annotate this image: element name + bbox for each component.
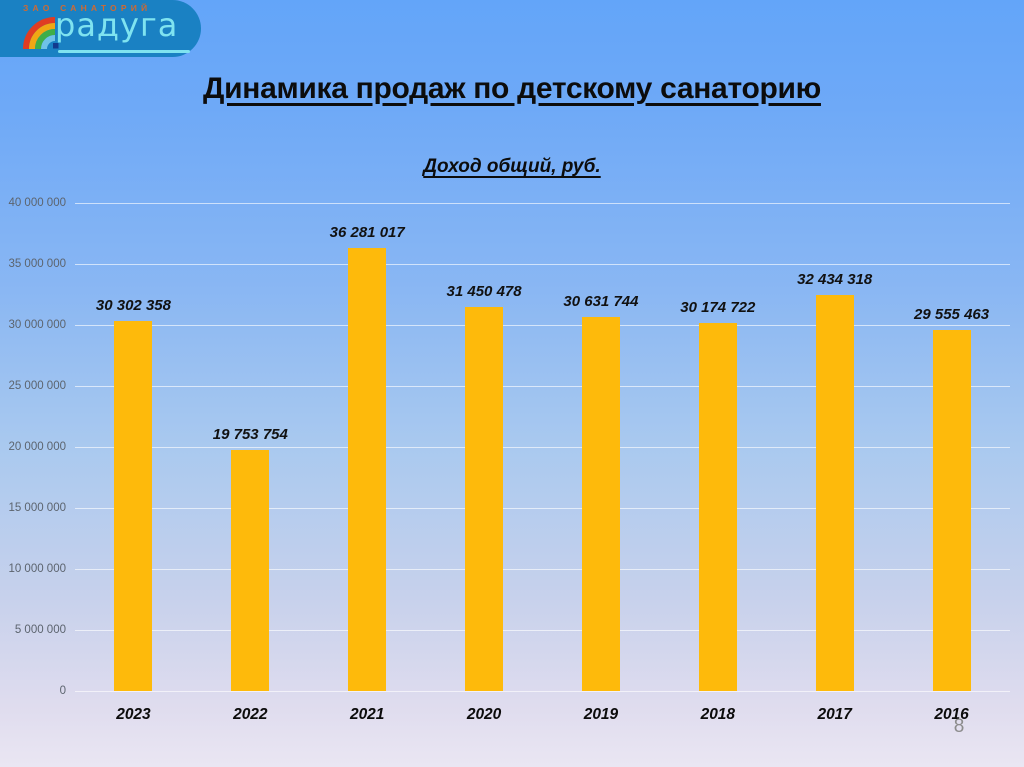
bar <box>465 307 504 691</box>
y-axis-tick-label: 15 000 000 <box>8 502 66 514</box>
bar <box>231 450 270 691</box>
gridline <box>75 690 1010 692</box>
bar-value-label: 36 281 017 <box>329 224 405 242</box>
bar-value-label: 32 434 318 <box>797 271 873 289</box>
x-axis-label: 2020 <box>466 706 502 723</box>
slide-title: Динамика продаж по детскому санаторию <box>203 72 821 105</box>
bar <box>114 321 153 691</box>
bar-value-label: 19 753 754 <box>212 426 288 444</box>
x-axis-label: 2022 <box>233 706 268 723</box>
company-logo: ЗАО САНАТОРИЙ радуга <box>0 0 201 57</box>
y-axis-tick-label: 0 <box>59 685 66 697</box>
bar-column: 30 631 744 2019 <box>543 203 660 723</box>
gridline <box>75 263 1010 265</box>
y-axis: 0 5 000 000 10 000 000 15 000 000 20 000 000… <box>0 197 66 697</box>
bar-value-label: 30 631 744 <box>563 293 639 311</box>
gridline <box>75 324 1010 326</box>
bar-column: 31 450 478 2020 <box>426 203 543 723</box>
x-axis-label: 2023 <box>116 706 151 723</box>
bar-column: 29 555 463 2016 <box>893 203 1010 723</box>
x-axis-label: 2017 <box>817 706 852 723</box>
bar-column: 32 434 318 2017 <box>776 203 893 723</box>
x-axis-label: 2018 <box>700 706 736 723</box>
rainbow-icon <box>23 17 59 50</box>
gridline <box>75 629 1010 631</box>
chart-title: Доход общий, руб. <box>423 156 601 177</box>
bar-column: 30 174 722 2018 <box>659 203 776 723</box>
gridline <box>75 385 1010 387</box>
page-number: 8 <box>953 716 965 737</box>
gridline <box>75 446 1010 448</box>
gridline <box>75 202 1010 204</box>
bar-value-label: 31 450 478 <box>446 283 522 301</box>
plot-area: 30 302 358 2023 19 753 754 2022 36 281 017 20… <box>75 202 1010 723</box>
y-axis-tick-label: 25 000 000 <box>8 380 66 392</box>
y-axis-tick-label: 30 000 000 <box>8 319 66 331</box>
x-axis-label: 2021 <box>349 706 385 723</box>
y-axis-tick-label: 35 000 000 <box>8 258 66 270</box>
bar-value-label: 30 302 358 <box>95 297 171 315</box>
x-axis-label: 2016 <box>934 706 969 723</box>
y-axis-tick-label: 20 000 000 <box>8 441 66 453</box>
bar-column: 36 281 017 2021 <box>309 203 426 723</box>
bar <box>348 248 387 691</box>
bar <box>815 295 854 691</box>
y-axis-tick-label: 40 000 000 <box>8 197 66 209</box>
gridline <box>75 507 1010 509</box>
bar-column: 19 753 754 2022 <box>192 203 309 723</box>
bar-value-label: 29 555 463 <box>914 306 990 324</box>
x-axis-label: 2019 <box>583 706 619 723</box>
gridline <box>75 568 1010 570</box>
bar-value-label: 30 174 722 <box>680 298 756 316</box>
bar-column: 30 302 358 2023 <box>75 203 192 723</box>
bar <box>698 322 737 691</box>
bar <box>581 317 620 691</box>
y-axis-tick-label: 5 000 000 <box>14 624 66 636</box>
logo-company-type-text: ЗАО САНАТОРИЙ <box>23 3 152 13</box>
logo-underline <box>58 50 190 53</box>
bar <box>932 330 971 691</box>
logo-brand-text: радуга <box>55 6 179 44</box>
y-axis-tick-label: 10 000 000 <box>8 563 66 575</box>
